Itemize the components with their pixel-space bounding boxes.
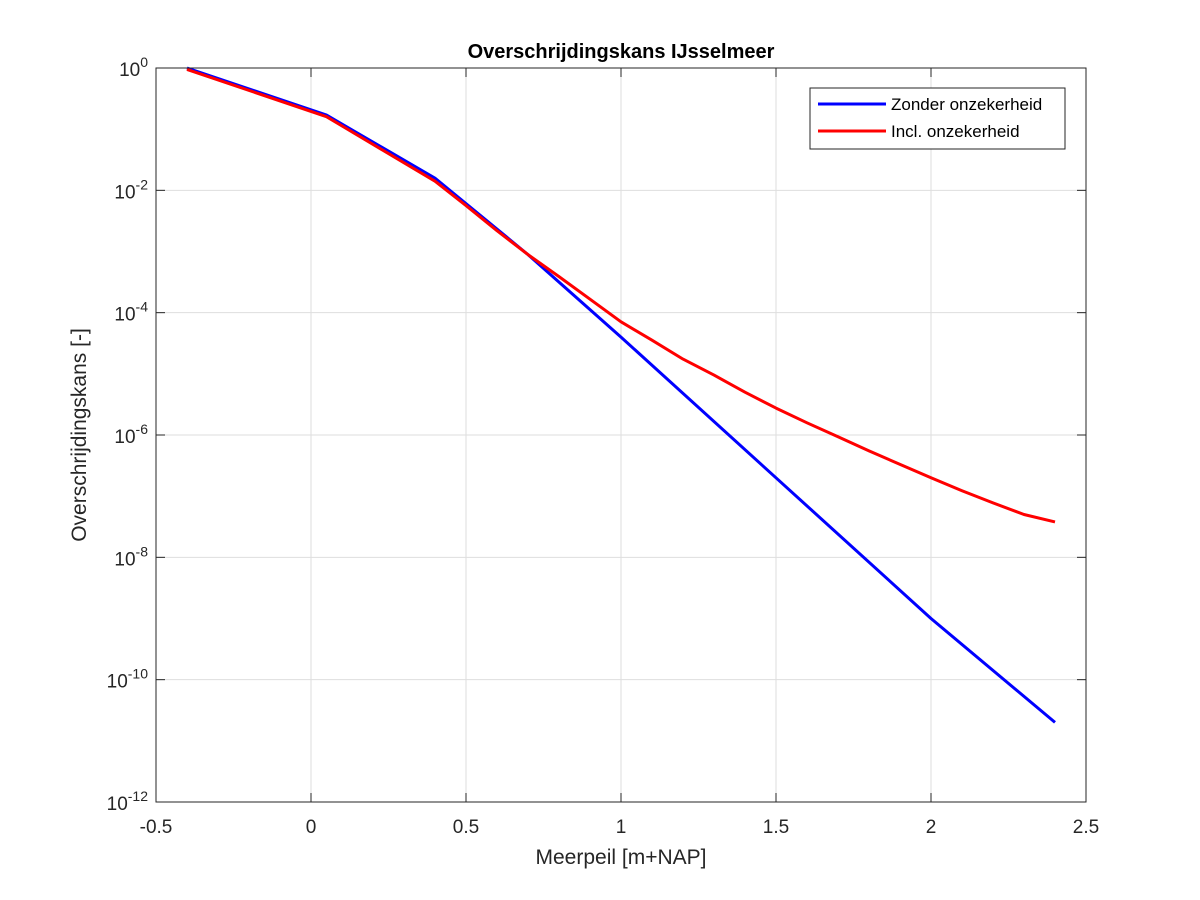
x-tick-label: -0.5 — [140, 817, 173, 838]
legend-box — [809, 87, 1066, 150]
y-tick-label: 10-12 — [107, 788, 149, 815]
chart-title: Overschrijdingskans IJsselmeer — [468, 41, 775, 63]
x-tick-label: 0.5 — [453, 817, 479, 838]
x-tick-label: 0 — [306, 817, 317, 838]
y-tick-label: 10-8 — [114, 543, 148, 570]
x-tick-label: 2.5 — [1073, 817, 1099, 838]
x-tick-labels: -0.5 0 0.5 1 1.5 2 2.5 — [140, 817, 1100, 838]
x-tick-label: 2 — [926, 817, 937, 838]
legend-label-zonder-onzekerheid: Zonder onzekerheid — [891, 95, 1042, 114]
legend: Zonder onzekerheid Incl. onzekerheid — [809, 87, 1066, 150]
x-tick-label: 1.5 — [763, 817, 789, 838]
y-tick-label: 100 — [119, 54, 148, 81]
series-line-incl-onzekerheid — [186, 67, 1056, 524]
y-tick-label: 10-10 — [107, 666, 149, 693]
series-layer — [186, 66, 1056, 724]
y-tick-label: 10-4 — [114, 299, 148, 326]
y-tick-labels: 100 10-2 10-4 10-6 10-8 10-10 10-12 — [107, 54, 149, 815]
tick-layer — [155, 67, 1087, 803]
x-tick-label: 1 — [616, 817, 627, 838]
y-axis-label: Overschrijdingskans [-] — [68, 328, 91, 542]
series-line-zonder-onzekerheid — [186, 66, 1056, 724]
y-tick-label: 10-2 — [114, 176, 148, 203]
y-tick-label: 10-6 — [114, 421, 148, 448]
legend-label-incl-onzekerheid: Incl. onzekerheid — [891, 122, 1020, 141]
grid-layer — [155, 67, 1087, 803]
x-axis-label: Meerpeil [m+NAP] — [536, 846, 707, 869]
